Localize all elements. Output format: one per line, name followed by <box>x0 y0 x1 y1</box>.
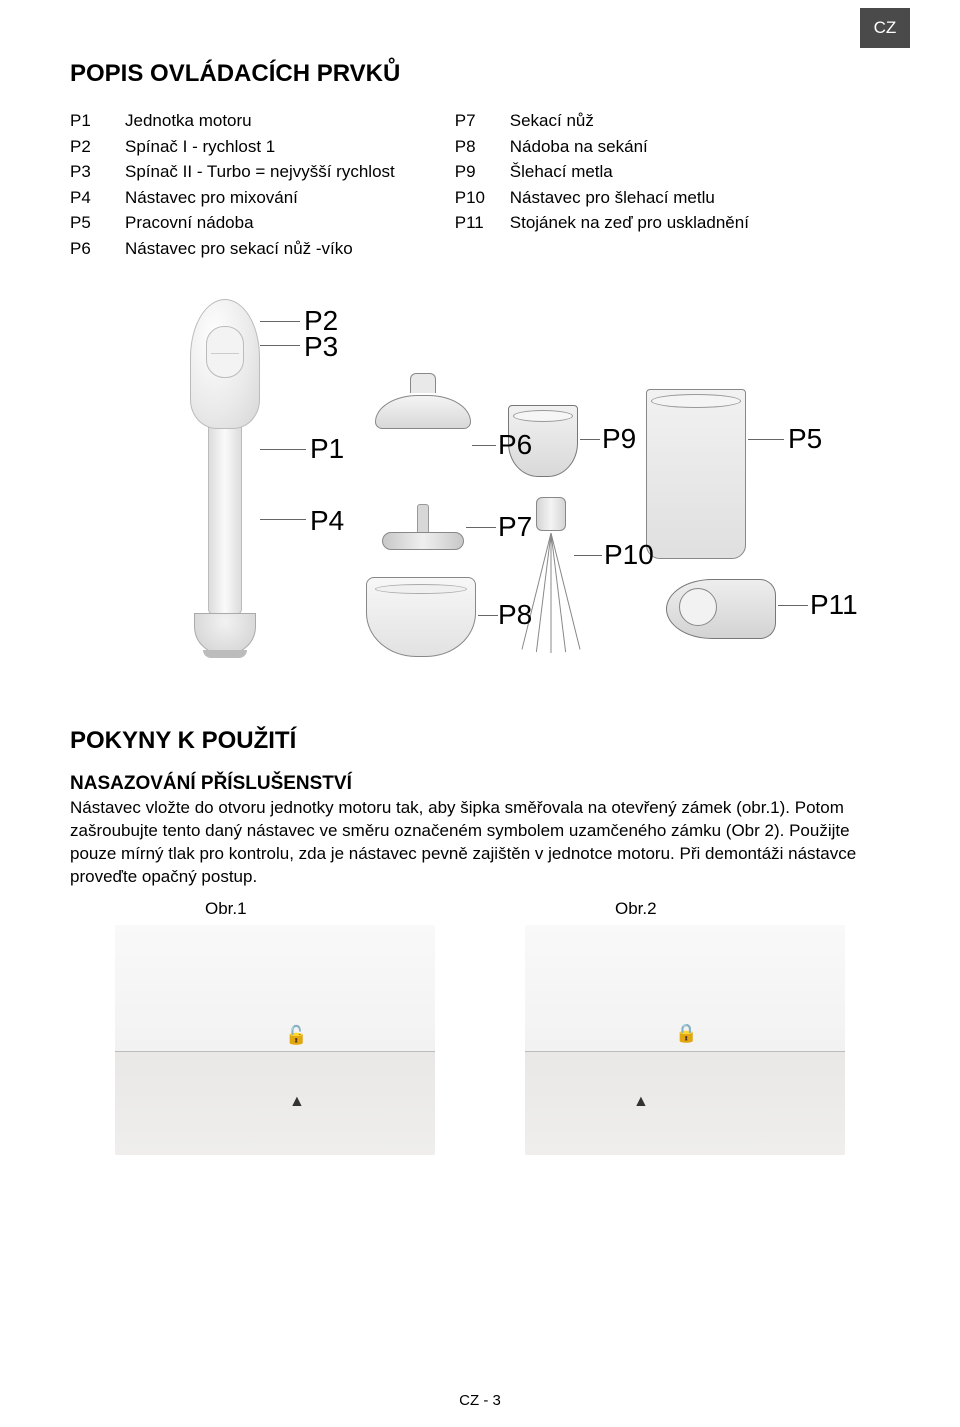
part-code: P11 <box>455 210 510 236</box>
blade-drawing <box>382 504 464 556</box>
diagram-label-p6: P6 <box>498 429 532 461</box>
part-desc: Nástavec pro šlehací metlu <box>510 185 715 211</box>
triangle-up-icon: ▲ <box>633 1093 649 1111</box>
figure-1-label: Obr.1 <box>115 899 435 919</box>
diagram-label-p3: P3 <box>304 331 338 363</box>
part-code: P1 <box>70 108 125 134</box>
holder-drawing <box>666 579 776 639</box>
part-desc: Sekací nůž <box>510 108 594 134</box>
usage-body: Nástavec vložte do otvoru jednotky motor… <box>70 797 890 889</box>
usage-title: POKYNY K POUŽITÍ <box>70 727 890 755</box>
part-desc: Nástavec pro mixování <box>125 185 298 211</box>
part-row: P7Sekací nůž <box>455 108 749 134</box>
diagram-label-p11: P11 <box>810 589 858 621</box>
part-code: P6 <box>70 236 125 262</box>
parts-left-column: P1Jednotka motoru P2Spínač I - rychlost … <box>70 108 395 261</box>
part-row: P2Spínač I - rychlost 1 <box>70 134 395 160</box>
part-row: P5Pracovní nádoba <box>70 210 395 236</box>
part-row: P1Jednotka motoru <box>70 108 395 134</box>
lock-icon: 🔒 <box>675 1023 697 1044</box>
parts-list: P1Jednotka motoru P2Spínač I - rychlost … <box>70 108 890 261</box>
handblender-drawing <box>190 299 260 659</box>
part-code: P7 <box>455 108 510 134</box>
language-tab: CZ <box>860 8 910 48</box>
part-row: P10Nástavec pro šlehací metlu <box>455 185 749 211</box>
part-row: P4Nástavec pro mixování <box>70 185 395 211</box>
usage-subtitle: NASAZOVÁNÍ PŘÍSLUŠENSTVÍ <box>70 773 890 795</box>
part-code: P2 <box>70 134 125 160</box>
part-row: P8Nádoba na sekání <box>455 134 749 160</box>
part-code: P5 <box>70 210 125 236</box>
part-row: P11Stojánek na zeď pro uskladnění <box>455 210 749 236</box>
figure-2-label: Obr.2 <box>525 899 845 919</box>
figure-row: Obr.1 🔓 ▲ Obr.2 🔒 ▲ <box>70 899 890 1155</box>
figure-2: Obr.2 🔒 ▲ <box>525 899 845 1155</box>
part-desc: Stojánek na zeď pro uskladnění <box>510 210 749 236</box>
part-row: P3Spínač II - Turbo = nejvyšší rychlost <box>70 159 395 185</box>
figure-1-image: 🔓 ▲ <box>115 925 435 1155</box>
page-title: POPIS OVLÁDACÍCH PRVKŮ <box>70 60 890 88</box>
parts-right-column: P7Sekací nůž P8Nádoba na sekání P9Šlehac… <box>455 108 749 261</box>
page-footer: CZ - 3 <box>0 1392 960 1409</box>
lid-drawing <box>375 427 471 479</box>
part-desc: Nástavec pro sekací nůž -víko <box>125 236 353 262</box>
beaker-drawing <box>646 389 746 559</box>
part-row: P6Nástavec pro sekací nůž -víko <box>70 236 395 262</box>
part-desc: Pracovní nádoba <box>125 210 254 236</box>
part-code: P8 <box>455 134 510 160</box>
figure-2-image: 🔒 ▲ <box>525 925 845 1155</box>
figure-1: Obr.1 🔓 ▲ <box>115 899 435 1155</box>
unlock-icon: 🔓 <box>285 1025 307 1046</box>
part-desc: Jednotka motoru <box>125 108 252 134</box>
part-desc: Šlehací metla <box>510 159 613 185</box>
diagram-label-p1: P1 <box>310 433 344 465</box>
bowl-drawing <box>366 577 476 657</box>
part-code: P9 <box>455 159 510 185</box>
diagram-label-p4: P4 <box>310 505 344 537</box>
diagram-label-p9: P9 <box>602 423 636 455</box>
part-code: P10 <box>455 185 510 211</box>
diagram-label-p5: P5 <box>788 423 822 455</box>
diagram-label-p7: P7 <box>498 511 532 543</box>
parts-diagram: P2 P3 P1 P4 P6 P7 P8 P9 P10 P5 P11 <box>100 279 860 699</box>
whisk-drawing <box>528 497 574 657</box>
part-row: P9Šlehací metla <box>455 159 749 185</box>
part-desc: Spínač I - rychlost 1 <box>125 134 275 160</box>
part-code: P3 <box>70 159 125 185</box>
triangle-up-icon: ▲ <box>289 1093 305 1111</box>
part-desc: Spínač II - Turbo = nejvyšší rychlost <box>125 159 395 185</box>
diagram-label-p8: P8 <box>498 599 532 631</box>
diagram-label-p10: P10 <box>604 539 654 571</box>
part-desc: Nádoba na sekání <box>510 134 648 160</box>
part-code: P4 <box>70 185 125 211</box>
